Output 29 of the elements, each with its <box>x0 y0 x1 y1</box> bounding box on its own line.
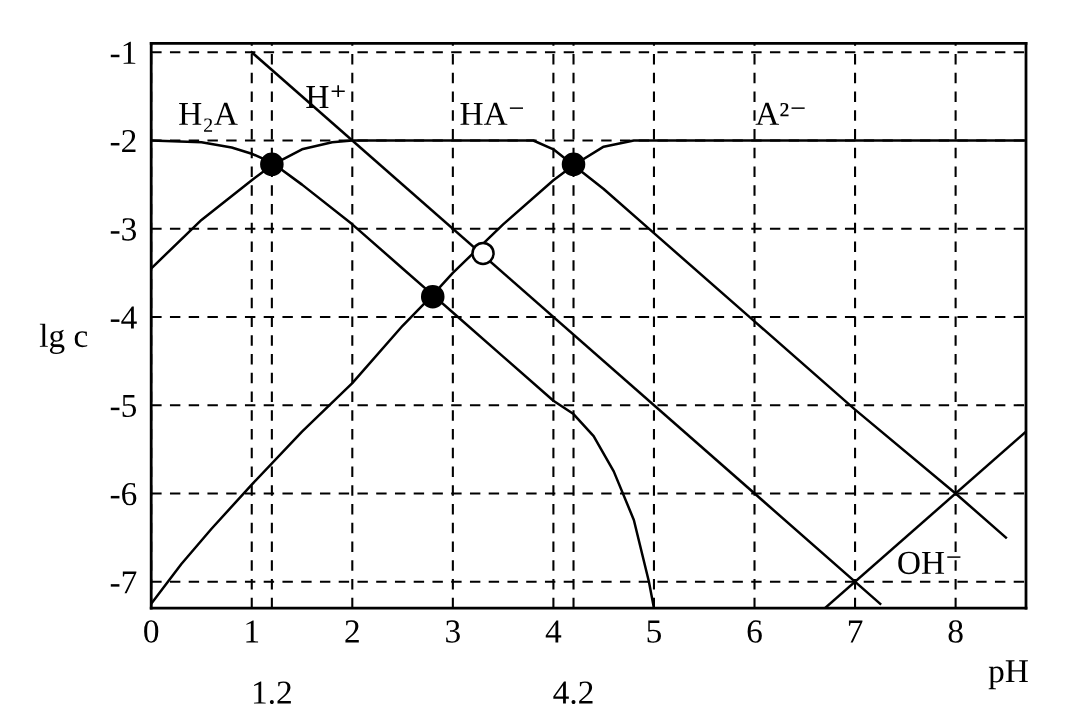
x-tick-label: 8 <box>948 620 963 643</box>
ref-line-label: 4.2 <box>553 681 593 704</box>
y-tick-label: -6 <box>110 482 137 506</box>
x-tick-label: 5 <box>647 620 661 643</box>
y-axis-title: lg c <box>39 323 88 355</box>
annotation: OH⁻ <box>898 551 961 575</box>
x-tick-label: 0 <box>144 620 159 643</box>
y-tick-label: -4 <box>110 306 137 329</box>
y-tick-label: -7 <box>110 571 137 594</box>
y-tick-label: -5 <box>110 394 137 418</box>
annotation: HA⁻ <box>460 102 524 125</box>
annotation: H⁺ <box>306 85 345 108</box>
ref-line-label: 1.2 <box>253 681 291 704</box>
point <box>471 241 495 266</box>
x-tick-label: 4 <box>545 620 562 643</box>
x-axis-title: pH <box>988 660 1028 690</box>
annotation: H₂A <box>179 102 238 132</box>
x-tick-label: 2 <box>345 620 359 643</box>
x-tick-label: 6 <box>747 620 762 643</box>
point <box>561 152 586 177</box>
y-tick-label: -3 <box>110 218 137 241</box>
point <box>420 284 445 309</box>
x-tick-label: 7 <box>848 620 863 643</box>
y-tick-label: -2 <box>110 129 136 153</box>
annotation: A²⁻ <box>755 102 805 125</box>
y-tick-label: -1 <box>110 41 136 64</box>
x-tick-label: 3 <box>446 620 460 643</box>
point <box>260 152 284 177</box>
x-tick-label: 1 <box>246 620 259 643</box>
